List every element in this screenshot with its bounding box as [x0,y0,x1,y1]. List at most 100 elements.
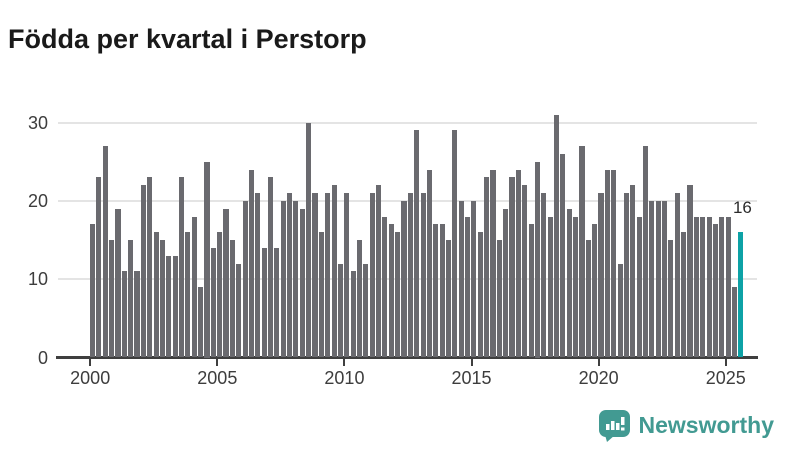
x-axis-tick [343,359,346,366]
bar [528,224,534,358]
bar [687,185,693,358]
bar [178,177,185,358]
bar [674,193,680,358]
bar [668,240,674,358]
bar [280,200,286,358]
bar [731,287,738,358]
bar [407,193,413,358]
newsworthy-logo-icon [598,410,630,442]
bar [356,240,363,358]
bar [331,185,337,358]
bar [611,169,617,358]
bar [623,193,629,358]
bar [617,263,623,358]
brand-name: Newsworthy [638,412,774,438]
y-axis-tick-label: 20 [27,190,48,211]
bar [217,232,223,358]
x-axis-tick [597,359,600,366]
bar [140,185,146,358]
x-axis-tick [216,359,219,366]
bar [369,193,375,358]
bar [198,287,204,358]
x-axis-tick-label: 2000 [70,367,111,388]
bar [172,255,178,358]
bar [395,232,401,358]
bar [490,169,496,358]
bar [471,200,477,358]
bar [725,216,731,358]
bar [509,177,515,358]
y-axis-tick-label: 0 [37,347,48,368]
bar [134,271,140,358]
bar [96,177,102,358]
bar [90,224,96,358]
bar [287,193,293,358]
bar [153,232,159,358]
x-axis-line [56,356,758,359]
y-axis-tick-label: 10 [27,269,48,290]
bar [306,122,312,358]
x-axis-tick-label: 2010 [324,367,365,388]
bar [681,232,687,358]
bar [115,208,121,358]
bar [223,208,229,358]
bar [630,185,636,358]
bar [229,240,235,358]
bar [420,193,426,358]
bar [662,200,668,358]
bar-highlighted [738,232,744,358]
bar [522,185,528,358]
bar [128,240,134,358]
bar [191,216,197,358]
bar [299,208,305,358]
bar [388,224,394,358]
bar [655,200,661,358]
bar [445,240,452,358]
bar [382,216,388,358]
bar [534,161,540,358]
bar [242,200,248,358]
bar [236,263,242,358]
bar [642,146,649,358]
x-axis-tick-label: 2025 [705,367,746,388]
bar [553,114,560,358]
bar [426,169,432,358]
bar [700,216,706,358]
bar [121,271,127,358]
bar [496,240,502,358]
x-axis-tick [470,359,473,366]
bar [636,216,642,358]
bar [515,169,521,358]
bar [312,193,318,358]
bar [458,200,464,358]
bar [433,224,439,358]
bar [210,247,216,358]
brand-footer: Newsworthy [598,409,774,442]
bar [706,216,712,358]
bar [477,232,483,358]
bar [604,169,610,358]
bar [267,177,274,358]
bar [204,161,210,358]
bar [274,247,280,358]
x-axis-tick-label: 2005 [197,367,238,388]
bar [541,193,547,358]
x-axis-tick-label: 2015 [451,367,492,388]
y-axis-tick-label: 30 [27,112,48,133]
bar [376,185,382,358]
x-axis-tick [89,359,92,366]
bar [484,177,490,358]
bar [566,208,572,358]
bar [318,232,324,358]
bar [547,216,553,358]
page-title: Födda per kvartal i Perstorp [8,24,367,55]
gridline-y30 [58,121,757,124]
bar [325,193,331,358]
bar [693,216,699,358]
bar [592,224,598,358]
bar [109,240,115,358]
x-axis-tick [724,359,727,366]
bar [465,216,471,358]
bar [255,193,261,358]
bar [573,216,579,358]
